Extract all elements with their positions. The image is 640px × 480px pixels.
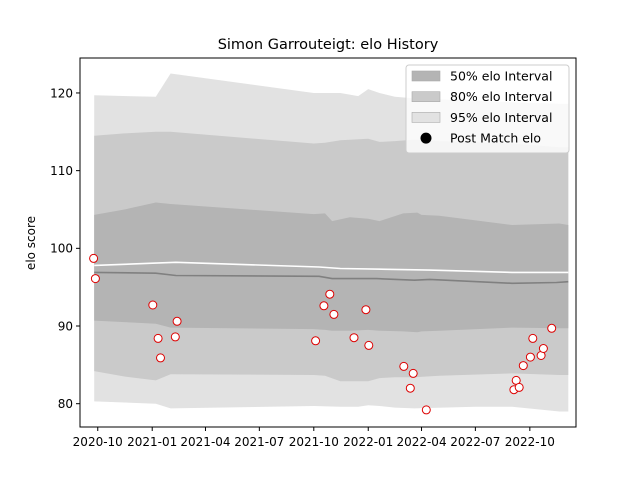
median-elo-line: [94, 271, 569, 285]
plot-frame: [79, 57, 577, 428]
y-tick-label: 100: [50, 242, 73, 256]
x-axis: 2020-10 2021-01 2021-04 2021-07 2021-10 2022-…: [73, 427, 555, 449]
legend-swatch: [411, 70, 441, 82]
legend-item-95-elo-interval: 95% elo Interval: [411, 110, 552, 125]
post-match-point: [421, 405, 431, 415]
post-match-point: [311, 336, 321, 346]
elo-lines: [94, 261, 569, 285]
y-tick-label: 90: [58, 319, 73, 333]
y-tick-label: 110: [50, 164, 73, 178]
post-match-point: [170, 332, 180, 342]
legend-item-80-elo-interval: 80% elo Interval: [411, 89, 552, 104]
post-match-point: [90, 274, 100, 284]
x-tick-label: 2021-01: [127, 435, 177, 449]
legend-marker: [420, 132, 432, 144]
legend-item-50-elo-interval: 50% elo Interval: [411, 69, 552, 84]
post-match-point: [405, 383, 415, 393]
post-match-point: [361, 305, 371, 315]
legend-label: 50% elo Interval: [450, 69, 552, 84]
post-match-point: [325, 289, 335, 299]
post-match-point: [148, 300, 158, 310]
x-tick-label: 2021-04: [180, 435, 230, 449]
post-match-point: [329, 309, 339, 319]
post-match-point: [547, 323, 557, 333]
legend-label: 80% elo Interval: [450, 89, 552, 104]
legend-swatch: [411, 112, 441, 123]
y-tick-label: 80: [58, 397, 73, 411]
post-match-point: [518, 361, 528, 371]
post-match-point: [525, 352, 535, 362]
post-match-point: [319, 301, 329, 311]
post-match-point: [156, 353, 165, 363]
legend-label: 95% elo Interval: [450, 110, 552, 125]
y-axis-label: elo score: [24, 216, 38, 270]
legend-frame: [405, 64, 570, 154]
post-match-point: [538, 344, 548, 353]
post-match-point: [364, 340, 374, 350]
post-match-point: [172, 316, 182, 326]
plot-area: [79, 57, 577, 428]
y-tick-label: 120: [50, 86, 73, 100]
x-tick-label: 2022-01: [343, 435, 393, 449]
post-match-point: [153, 333, 163, 343]
x-tick-label: 2021-07: [234, 435, 284, 449]
x-tick-label: 2022-04: [396, 435, 446, 449]
post-match-points: [89, 253, 557, 415]
post-match-point: [514, 382, 524, 392]
legend-item-post-match-elo: Post Match elo: [420, 131, 541, 146]
y-axis: 80 90 100 110 120: [50, 86, 80, 411]
x-tick-label: 2022-10: [505, 435, 555, 449]
x-tick-label: 2021-10: [289, 435, 339, 449]
legend-swatch: [411, 91, 441, 102]
legend-label: Post Match elo: [450, 131, 541, 146]
legend: 50% elo Interval 80% elo Interval 95% elo …: [405, 64, 570, 154]
post-match-point: [528, 333, 538, 343]
x-tick-label: 2020-10: [73, 435, 123, 449]
interval-bands: [94, 73, 569, 412]
mean-elo-line: [94, 261, 569, 274]
post-match-point: [408, 368, 418, 378]
post-match-point: [349, 333, 359, 343]
chart-title: Simon Garrouteigt: elo History: [218, 37, 439, 53]
post-match-point: [399, 361, 409, 371]
post-match-point: [89, 253, 99, 263]
x-tick-label: 2022-07: [450, 435, 500, 449]
